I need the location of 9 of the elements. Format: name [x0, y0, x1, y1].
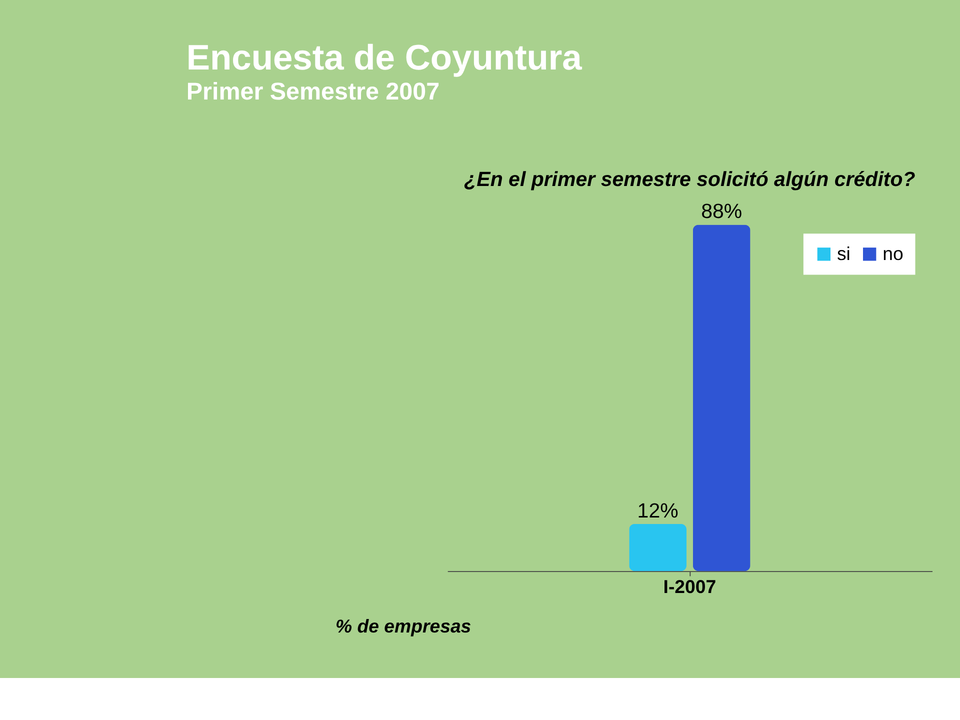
legend-label: si	[836, 242, 850, 264]
legend-label: no	[882, 242, 904, 264]
text: % de empresas	[336, 616, 472, 637]
chart-title: Encuesta de Coyuntura	[186, 38, 582, 78]
text: Primer Semestre 2007	[186, 78, 440, 106]
data-label: 88%	[701, 200, 742, 224]
data-label: 12%	[637, 499, 678, 522]
text: ¿En el primer semestre solicitó algún crédito?	[464, 168, 916, 192]
x-tick-label: I-2007	[663, 576, 716, 597]
